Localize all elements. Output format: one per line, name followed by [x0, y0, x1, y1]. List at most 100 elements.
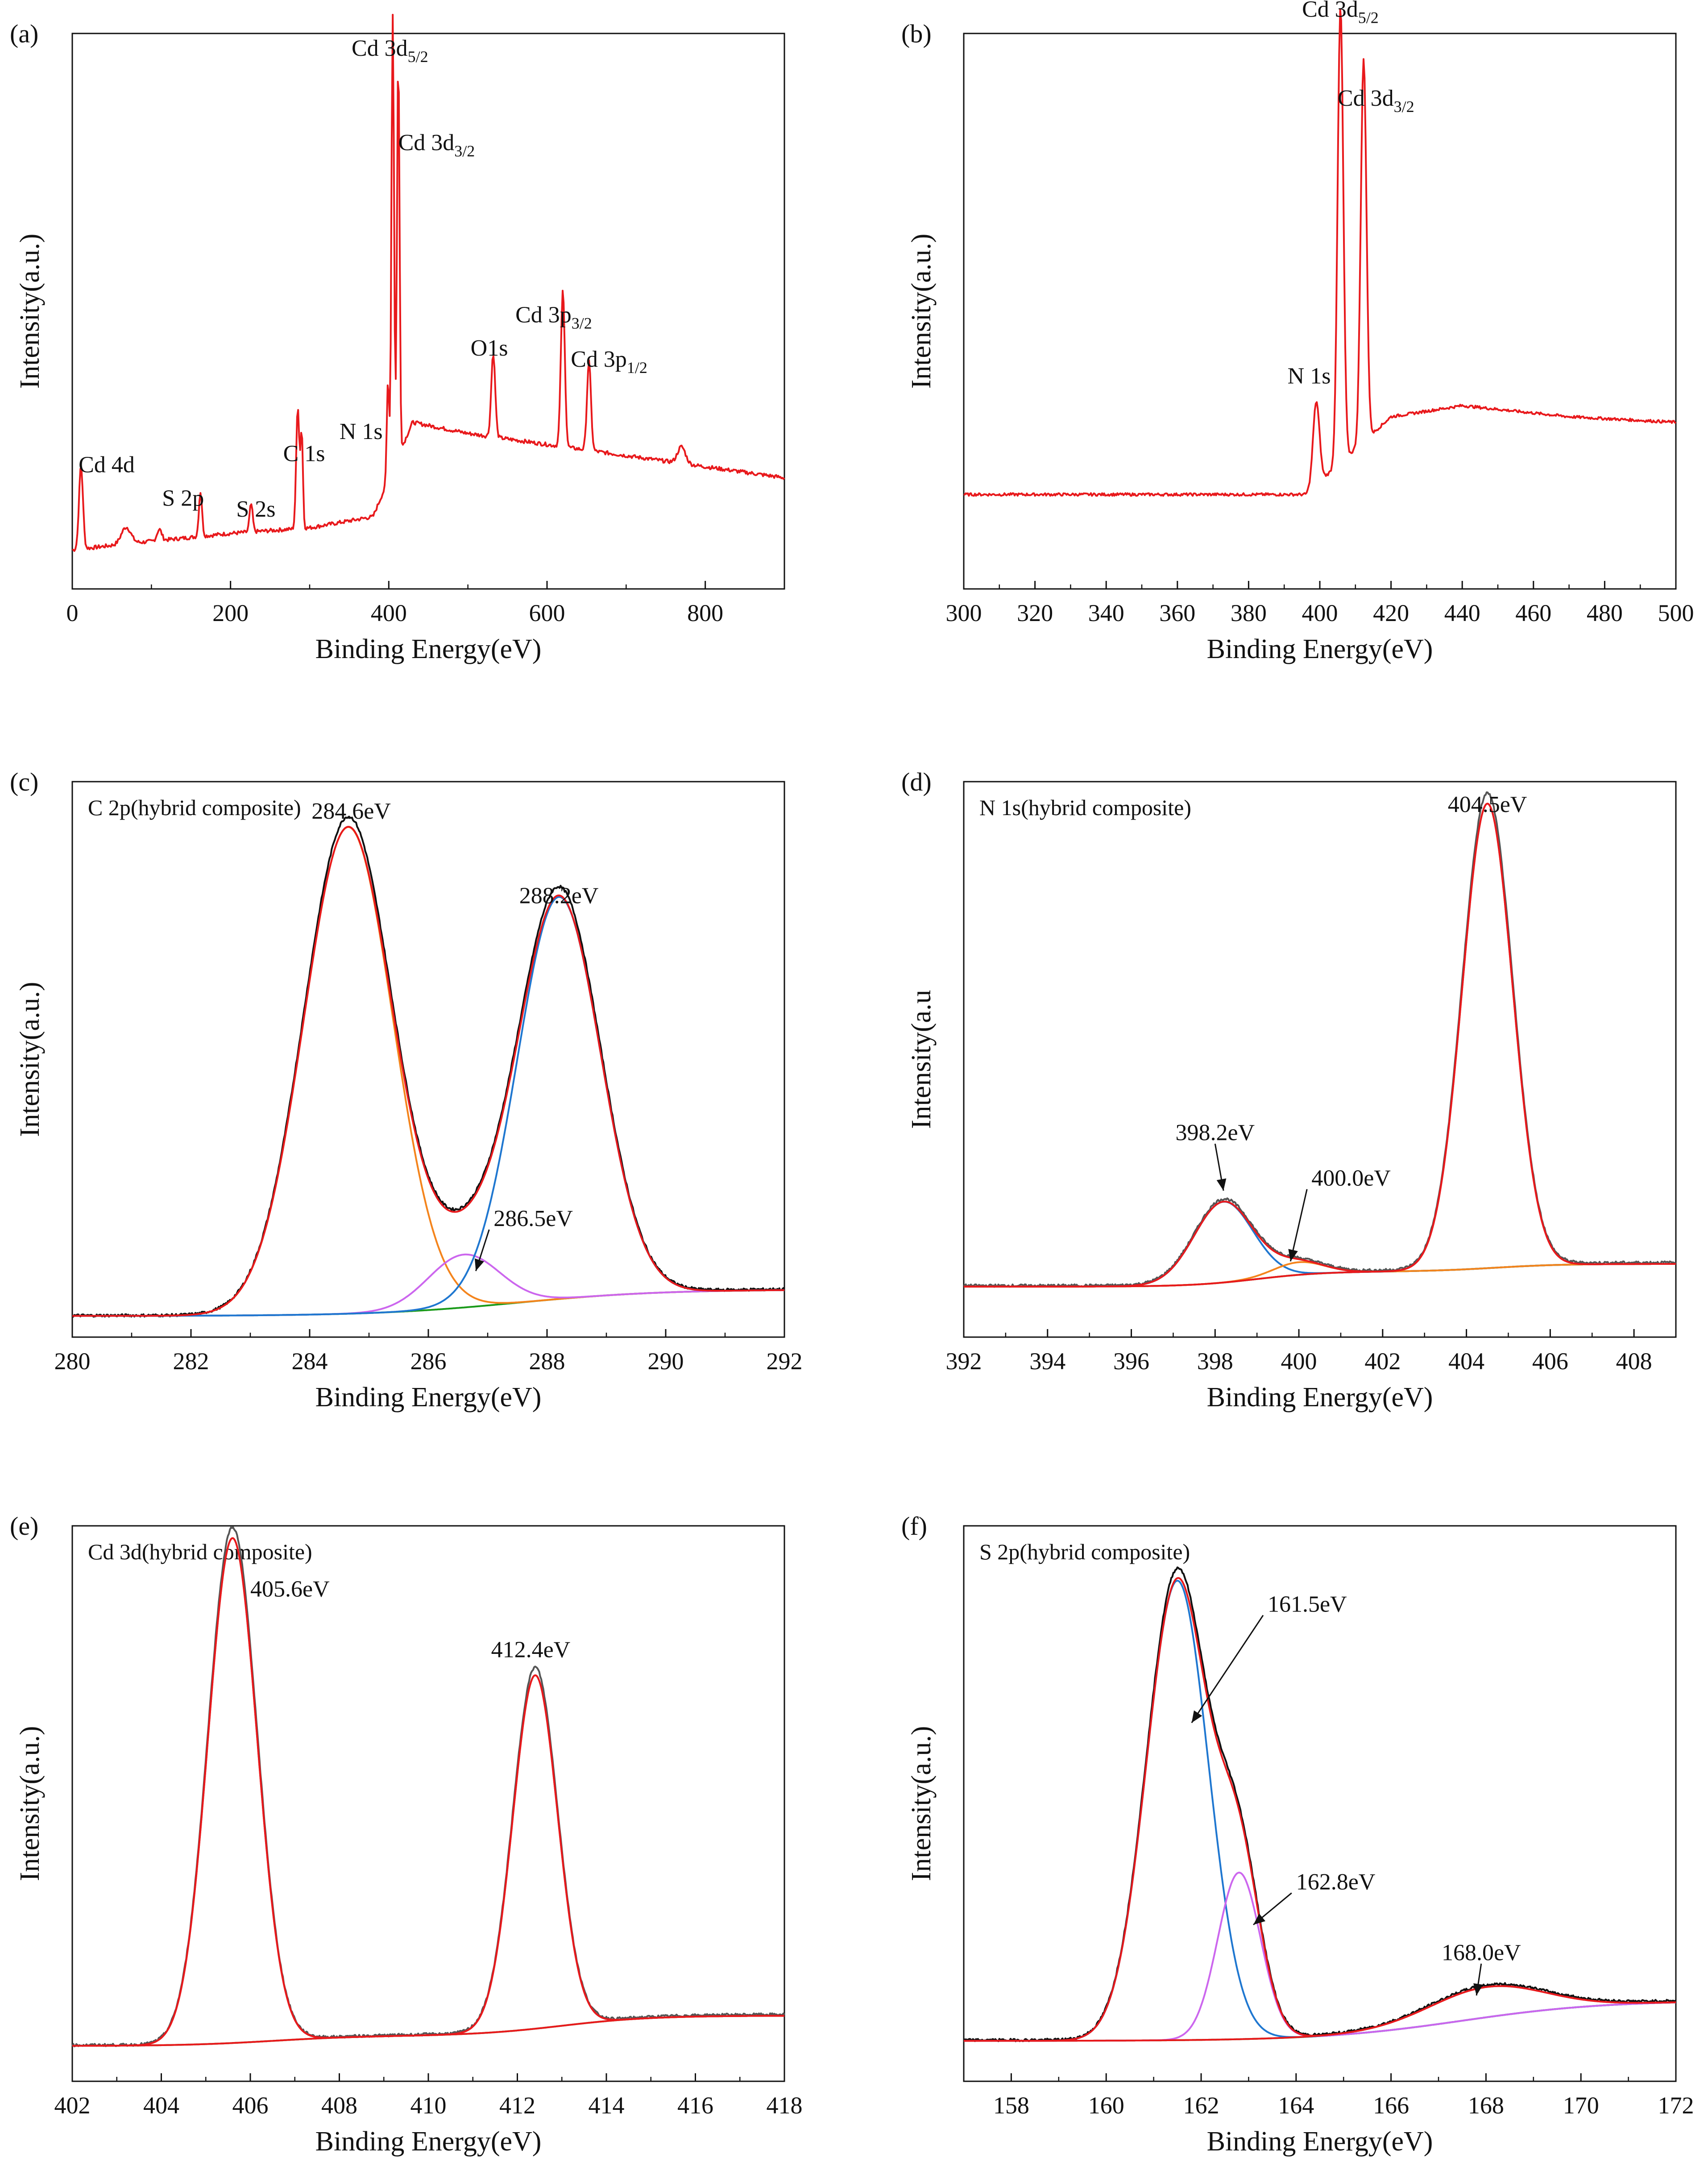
x-tick-label: 480: [1587, 600, 1623, 626]
panel-title: N 1s(hybrid composite): [979, 795, 1191, 820]
panel-label: (b): [901, 19, 932, 48]
x-tick-label: 340: [1088, 600, 1124, 626]
panel-title: C 2p(hybrid composite): [88, 795, 301, 820]
x-tick-label: 320: [1017, 600, 1053, 626]
arrow-head: [1288, 1249, 1298, 1262]
peak-label: N 1s: [340, 419, 383, 444]
x-tick-label: 172: [1658, 2092, 1694, 2119]
panel-title: S 2p(hybrid composite): [979, 1539, 1190, 1564]
plot-frame: [71, 781, 785, 1338]
y-axis-label: Intensity(a.u.): [15, 1726, 45, 1881]
x-tick-label: 410: [410, 2092, 447, 2119]
x-tick-label: 162: [1183, 2092, 1219, 2119]
spectrum-line: [963, 8, 1677, 497]
peak-label: Cd 3d5/2: [352, 36, 428, 66]
peak-label: 398.2eV: [1175, 1120, 1255, 1146]
spectrum-line: [72, 14, 785, 552]
x-tick-label: 414: [589, 2092, 625, 2119]
component-line-cd3d32: [72, 1674, 784, 2047]
raw-data-line: [963, 1566, 1677, 2042]
x-tick-label: 400: [371, 600, 407, 626]
x-axis-label: Binding Energy(eV): [1207, 1382, 1433, 1413]
x-tick-label: 166: [1373, 2092, 1409, 2119]
x-tick-label: 282: [173, 1348, 209, 1375]
peak-label: 168.0eV: [1442, 1940, 1521, 1965]
y-axis-label: Intensity(a.u.): [906, 1726, 937, 1881]
x-tick-label: 460: [1515, 600, 1551, 626]
background-line: [72, 2015, 784, 2047]
peak-label: Cd 3d3/2: [398, 130, 475, 160]
x-tick-label: 412: [499, 2092, 535, 2119]
x-tick-label: 290: [648, 1348, 684, 1375]
x-tick-label: 200: [212, 600, 249, 626]
x-tick-label: 300: [946, 600, 982, 626]
chart-panel-6: (f) 158 160 162 164 166 168 170 172 Binding Energ…: [901, 1512, 1694, 2157]
peak-label: Cd 3d3/2: [1338, 86, 1414, 116]
x-tick-label: 158: [993, 2092, 1029, 2119]
x-tick-label: 396: [1113, 1348, 1149, 1375]
arrow-head: [1191, 1710, 1202, 1723]
x-tick-label: 398: [1197, 1348, 1233, 1375]
fit-envelope-line: [72, 826, 785, 1317]
plot-frame: [963, 33, 1677, 590]
fit-envelope-line: [964, 803, 1676, 1288]
raw-data-line: [71, 1526, 785, 2047]
x-axis-label: Binding Energy(eV): [315, 634, 542, 664]
x-tick-label: 406: [1532, 1348, 1568, 1375]
x-tick-label: 392: [946, 1348, 982, 1375]
plot-frame: [963, 781, 1677, 1338]
x-tick-label: 394: [1029, 1348, 1065, 1375]
x-tick-label: 402: [54, 2092, 91, 2119]
x-tick-label: 292: [767, 1348, 803, 1375]
component-line-nh: [964, 803, 1676, 1288]
x-tick-label: 440: [1444, 600, 1480, 626]
x-tick-label: 168: [1468, 2092, 1504, 2119]
peak-label: 284.6eV: [311, 799, 391, 824]
component-line-so: [964, 1985, 1676, 2042]
component-line-cc: [72, 826, 785, 1317]
panel-label: (e): [10, 1512, 38, 1541]
x-tick-label: 500: [1658, 600, 1694, 626]
x-tick-label: 360: [1159, 600, 1195, 626]
panel-title: Cd 3d(hybrid composite): [88, 1539, 312, 1564]
y-axis-label: Intensity(a.u: [906, 990, 937, 1129]
raw-data-line: [71, 816, 785, 1318]
x-tick-label: 416: [677, 2092, 713, 2119]
x-tick-label: 420: [1373, 600, 1409, 626]
x-axis-label: Binding Energy(eV): [315, 1382, 542, 1413]
component-line-cd3d52: [72, 1537, 784, 2047]
peak-label: C 1s: [283, 441, 325, 467]
peak-label: Cd 3p3/2: [515, 302, 592, 332]
x-axis-label: Binding Energy(eV): [1207, 2126, 1433, 2157]
x-tick-label: 406: [232, 2092, 269, 2119]
plot-frame: [963, 1525, 1677, 2082]
background-line: [72, 1289, 785, 1317]
x-tick-label: 800: [687, 600, 723, 626]
x-tick-label: 404: [1448, 1348, 1484, 1375]
arrow-head: [1473, 1983, 1483, 1996]
y-axis-label: Intensity(a.u.): [15, 234, 45, 389]
peak-label: Cd 4d: [79, 452, 135, 478]
fit-envelope-line: [72, 1537, 784, 2047]
peak-label: 404.5eV: [1448, 792, 1527, 817]
x-tick-label: 160: [1088, 2092, 1124, 2119]
x-tick-label: 284: [292, 1348, 328, 1375]
x-tick-label: 600: [529, 600, 565, 626]
peak-label: 405.6eV: [250, 1576, 330, 1602]
component-line-ncn: [72, 896, 785, 1317]
x-tick-label: 400: [1281, 1348, 1317, 1375]
panel-label: (d): [901, 767, 932, 796]
arrow-head: [1253, 1914, 1266, 1925]
chart-panel-2: (b) 300 320 340 360 380 400 420 440 460 480 500 Bind…: [901, 0, 1694, 664]
y-axis-label: Intensity(a.u.): [906, 234, 937, 389]
chart-panel-3: (c) 280 282 284 286 288 290 292 Binding Energy(e…: [10, 767, 803, 1413]
chart-panel-1: (a) 0 200 400 600 800 Binding Energy(eV) Intens…: [10, 14, 785, 664]
component-line-s2p12: [964, 1872, 1676, 2042]
x-axis-label: Binding Energy(eV): [315, 2126, 542, 2157]
peak-label: S 2p: [162, 485, 204, 511]
raw-data-line: [963, 791, 1676, 1288]
x-tick-label: 402: [1364, 1348, 1401, 1375]
arrow-head: [1216, 1178, 1227, 1191]
x-axis-label: Binding Energy(eV): [1207, 634, 1433, 664]
